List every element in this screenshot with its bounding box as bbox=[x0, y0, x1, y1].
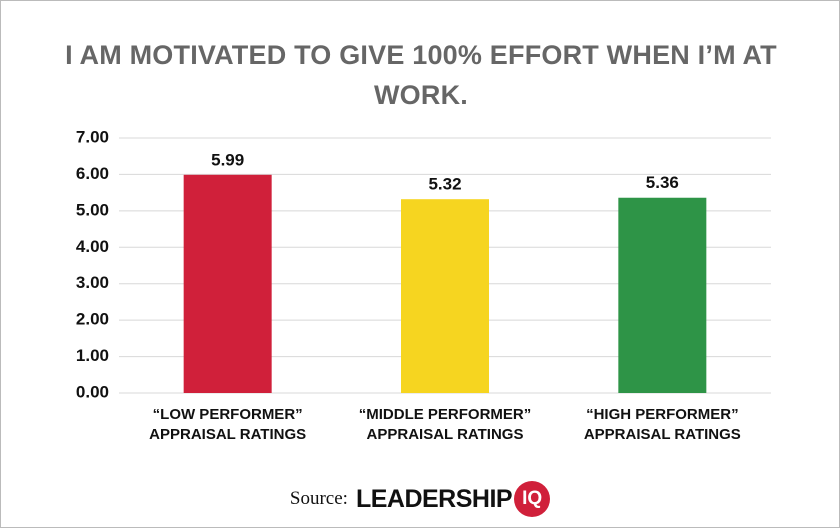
y-tick-label: 0.00 bbox=[76, 382, 109, 401]
bar bbox=[618, 197, 707, 393]
bar bbox=[183, 174, 272, 393]
source: Source: LEADERSHIP IQ bbox=[1, 481, 839, 517]
y-tick-label: 4.00 bbox=[76, 237, 109, 256]
y-tick-label: 2.00 bbox=[76, 310, 109, 329]
source-brand: LEADERSHIP bbox=[355, 484, 513, 513]
bar bbox=[401, 199, 489, 393]
source-brand-mark: IQ bbox=[514, 481, 551, 517]
value-label: 5.32 bbox=[428, 175, 461, 194]
x-tick-label: “LOW PERFORMER” APPRAISAL RATINGS bbox=[149, 406, 307, 443]
y-tick-label: 3.00 bbox=[76, 273, 109, 292]
chart-title: I AM MOTIVATED TO GIVE 100% EFFORT WHEN … bbox=[65, 40, 777, 110]
y-tick-label: 1.00 bbox=[76, 346, 109, 365]
x-tick-label: “MIDDLE PERFORMER” APPRAISAL RATINGS bbox=[358, 406, 532, 443]
source-label: Source: bbox=[289, 488, 348, 509]
y-tick-label: 7.00 bbox=[76, 127, 109, 146]
value-label: 5.99 bbox=[211, 150, 244, 169]
y-tick-label: 5.00 bbox=[76, 200, 109, 219]
value-label: 5.36 bbox=[646, 173, 679, 192]
y-tick-label: 6.00 bbox=[76, 164, 109, 183]
x-tick-label: “HIGH PERFORMER” APPRAISAL RATINGS bbox=[583, 406, 741, 443]
